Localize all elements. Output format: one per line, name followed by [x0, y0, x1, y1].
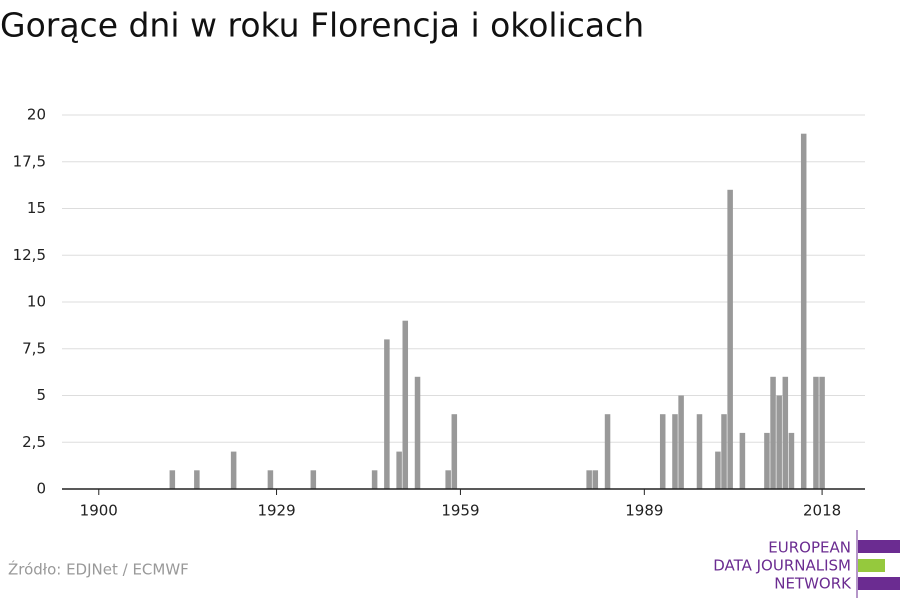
logo-block — [858, 540, 900, 553]
logo-block — [858, 577, 900, 590]
x-tick-label: 1929 — [257, 502, 295, 520]
bar — [727, 189, 733, 490]
bar — [813, 376, 819, 489]
x-tick-label: 1900 — [80, 502, 118, 520]
bar — [267, 470, 274, 489]
bar — [194, 470, 200, 489]
y-tick-label: 20 — [27, 106, 46, 124]
bar — [819, 376, 825, 489]
bar — [586, 470, 592, 489]
bar — [696, 414, 703, 489]
logo-text: DATA JOURNALISM — [713, 557, 851, 575]
bar — [451, 414, 458, 489]
bar — [764, 432, 770, 489]
bar — [659, 414, 666, 489]
x-tick-label: 1959 — [441, 502, 479, 520]
source: Źródło: EDJNet / ECMWF — [8, 560, 189, 579]
bar — [715, 451, 721, 489]
y-tick-label: 15 — [27, 199, 46, 217]
logo-text: NETWORK — [774, 575, 852, 593]
bar — [800, 133, 807, 489]
x-tick-label: 1989 — [625, 502, 663, 520]
bar — [592, 470, 599, 489]
bar — [739, 432, 746, 489]
bar — [396, 451, 402, 489]
bar — [310, 470, 317, 489]
bar — [721, 414, 727, 489]
bar — [402, 320, 409, 489]
logo-block — [858, 559, 885, 572]
bar — [782, 376, 789, 489]
y-tick-label: 7,5 — [22, 339, 46, 357]
y-tick-label: 0 — [36, 480, 46, 498]
bar — [788, 432, 795, 489]
bar — [384, 339, 390, 489]
bar — [230, 451, 237, 489]
bar — [672, 414, 678, 489]
logo-text: EUROPEAN — [768, 539, 851, 557]
y-tick-label: 10 — [27, 293, 46, 311]
bar — [445, 470, 451, 489]
x-tick-label: 2018 — [803, 502, 841, 520]
bar — [604, 414, 611, 489]
y-tick-label: 12,5 — [13, 246, 46, 264]
y-tick-label: 5 — [36, 386, 46, 404]
bar — [169, 470, 176, 489]
bar — [776, 395, 782, 489]
bar — [770, 376, 776, 489]
y-tick-label: 17,5 — [13, 152, 46, 170]
bar — [371, 470, 378, 489]
bar — [414, 376, 421, 489]
y-tick-label: 2,5 — [22, 433, 46, 451]
bar — [678, 395, 684, 489]
chart-title: Gorące dni w roku Florencja i okolicach — [0, 6, 644, 45]
logo: EUROPEAN DATA JOURNALISM NETWORK — [713, 530, 900, 598]
